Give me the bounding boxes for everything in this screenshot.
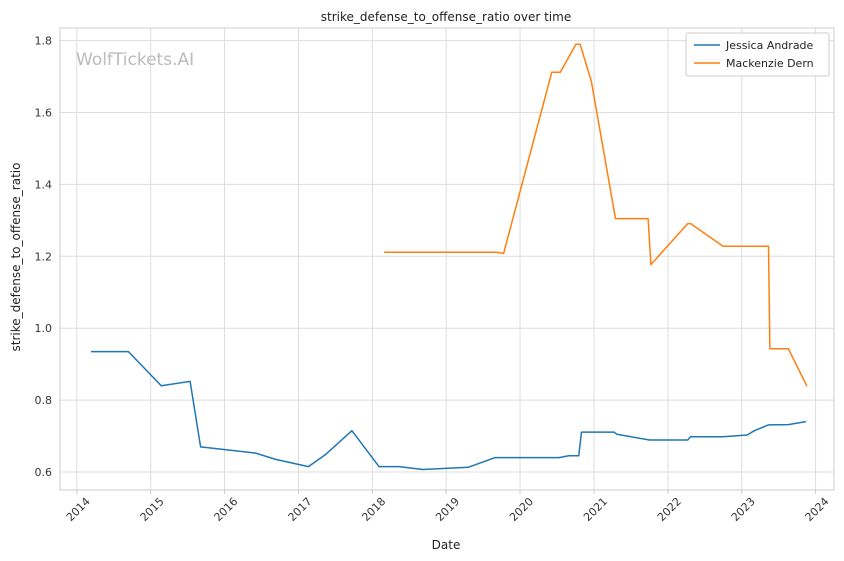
data-point-jessica-andrade (467, 466, 469, 468)
series-line-jessica-andrade (90, 350, 807, 471)
data-point-mackenzie-dern (769, 348, 771, 350)
data-point-jessica-andrade (398, 466, 400, 468)
data-point-jessica-andrade (254, 452, 256, 454)
legend: Jessica Andrade Mackenzie Dern (685, 32, 830, 77)
plot-frame-background (60, 28, 834, 490)
y-tick-label: 1.0 (35, 322, 53, 335)
data-point-jessica-andrade (422, 468, 424, 471)
data-point-jessica-andrade (616, 433, 618, 435)
data-point-mackenzie-dern (590, 80, 593, 83)
data-point-jessica-andrade (687, 439, 689, 441)
legend-label-mackenzie-dern: Mackenzie Dern (726, 57, 814, 70)
data-point-mackenzie-dern (689, 222, 692, 225)
data-point-jessica-andrade (746, 434, 748, 436)
data-point-jessica-andrade (275, 458, 277, 461)
data-point-jessica-andrade (753, 430, 755, 432)
data-point-jessica-andrade (722, 436, 724, 438)
data-point-jessica-andrade (767, 424, 770, 426)
y-tick-label: 0.8 (35, 394, 53, 407)
y-axis-title: strike_defense_to_offense_ratio (9, 163, 23, 352)
data-point-jessica-andrade (160, 385, 162, 387)
data-point-jessica-andrade (199, 446, 202, 448)
data-point-mackenzie-dern (559, 71, 561, 73)
y-tick-label: 0.6 (35, 466, 53, 479)
data-point-jessica-andrade (90, 350, 93, 353)
watermark-text: WolfTickets.AI (76, 50, 194, 70)
data-point-mackenzie-dern (650, 263, 652, 266)
data-point-mackenzie-dern (614, 217, 617, 220)
x-axis-title: Date (432, 538, 461, 552)
data-point-jessica-andrade (578, 455, 580, 457)
data-point-mackenzie-dern (495, 251, 498, 253)
data-point-mackenzie-dern (722, 245, 724, 247)
data-point-jessica-andrade (689, 436, 692, 438)
data-point-jessica-andrade (558, 457, 560, 459)
data-point-jessica-andrade (351, 430, 353, 432)
data-point-mackenzie-dern (579, 43, 581, 45)
data-point-jessica-andrade (568, 455, 570, 457)
chart-title: strike_defense_to_offense_ratio over tim… (321, 10, 571, 24)
data-point-jessica-andrade (787, 423, 789, 426)
data-point-jessica-andrade (804, 421, 806, 423)
data-point-mackenzie-dern (647, 217, 649, 220)
legend-box (685, 32, 830, 77)
data-point-jessica-andrade (378, 466, 380, 468)
plot-frame-border (59, 27, 835, 491)
data-point-jessica-andrade (648, 439, 651, 441)
data-point-jessica-andrade (189, 380, 191, 383)
data-point-jessica-andrade (127, 350, 129, 353)
legend-label-jessica-andrade: Jessica Andrade (725, 39, 814, 52)
data-point-jessica-andrade (580, 431, 583, 433)
y-tick-label: 1.8 (35, 35, 53, 48)
data-point-mackenzie-dern (760, 245, 762, 247)
y-tick-label: 1.6 (35, 106, 53, 119)
plot-area: 2014 2015 2016 2017 2018 2019 2020 2021 2022 2023… (35, 27, 835, 524)
y-tick-label: 1.4 (35, 178, 53, 191)
data-point-mackenzie-dern (551, 71, 553, 73)
data-point-jessica-andrade (613, 431, 615, 433)
data-point-mackenzie-dern (384, 251, 386, 253)
data-point-jessica-andrade (324, 454, 326, 456)
data-point-mackenzie-dern (767, 245, 770, 247)
data-point-jessica-andrade (494, 457, 496, 459)
data-point-mackenzie-dern (503, 252, 505, 255)
data-point-mackenzie-dern (687, 222, 689, 225)
data-point-mackenzie-dern (575, 43, 577, 45)
data-point-jessica-andrade (307, 466, 310, 468)
data-point-mackenzie-dern (787, 348, 789, 350)
data-point-mackenzie-dern (806, 385, 808, 387)
y-tick-label: 1.2 (35, 250, 53, 263)
